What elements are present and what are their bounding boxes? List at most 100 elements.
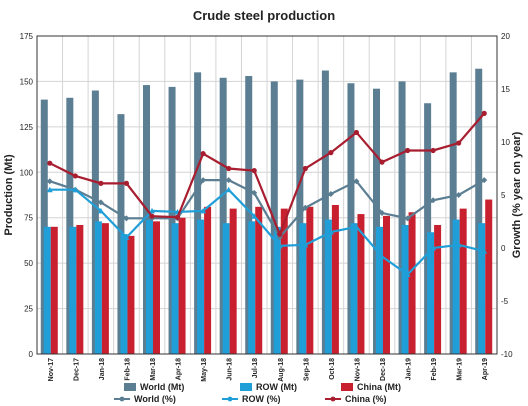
bar-china: [459, 208, 467, 354]
y-axis-title: Production (Mt): [3, 154, 15, 236]
point-row-pct: [276, 242, 283, 249]
bar-world: [424, 103, 432, 354]
point-china-pct: [123, 180, 130, 186]
bar-row: [120, 234, 128, 354]
y2-tick-label: 0: [501, 244, 506, 253]
bar-row: [299, 223, 307, 354]
point-world-pct: [481, 177, 488, 184]
bar-row: [171, 223, 179, 354]
bar-world: [194, 72, 202, 354]
bar-china: [434, 224, 442, 354]
x-tick-label: Jun-18: [227, 358, 234, 381]
bar-china: [280, 208, 288, 354]
bar-row: [43, 226, 51, 354]
point-china-pct: [174, 214, 181, 220]
bar-china: [178, 217, 186, 354]
lines-layer: [46, 110, 488, 277]
bar-china: [153, 221, 160, 354]
legend-swatch: [341, 383, 353, 391]
bar-row: [324, 219, 332, 354]
bar-world: [373, 88, 380, 354]
point-china-pct: [353, 129, 360, 136]
bar-world: [347, 83, 355, 354]
point-world-pct: [97, 199, 104, 206]
axes-layer: 0 25 50 75 100 125 150 175 -10 -5 0 5 10 15 20 Nov-17 De…: [20, 32, 513, 382]
line-china: [49, 112, 486, 238]
x-tick-label: Nov-17: [48, 358, 55, 381]
x-tick-label: Nov-18: [354, 358, 361, 381]
x-tick-label: Mar-18: [150, 358, 157, 381]
point-world-pct: [353, 178, 360, 185]
point-world-pct: [123, 215, 130, 222]
x-tick-label: Feb-19: [431, 358, 438, 381]
bar-china: [383, 215, 390, 354]
point-china-pct: [98, 180, 104, 186]
point-row-pct: [404, 271, 411, 277]
legend-marker: [119, 396, 125, 402]
bar-china: [306, 206, 314, 354]
x-tick-label: Jul-18: [252, 358, 259, 378]
bar-china: [255, 206, 263, 354]
x-tick-label: Aug-18: [278, 358, 285, 382]
point-row-pct: [455, 241, 462, 248]
point-row-pct: [353, 223, 360, 230]
legend-label: China (%): [345, 394, 387, 404]
bar-china: [50, 226, 58, 354]
plot-border: [36, 35, 498, 355]
bar-world: [219, 77, 227, 355]
y2-tick-label: 5: [501, 191, 506, 200]
bar-row: [146, 219, 153, 354]
point-china-pct: [481, 110, 487, 116]
point-china-pct: [251, 168, 257, 174]
bar-row: [427, 232, 435, 354]
legend: World (Mt) ROW (Mt) China (Mt) World (%) ROW…: [114, 382, 401, 404]
y-tick-label: 75: [24, 214, 33, 223]
bar-row: [452, 219, 460, 354]
y-tick-label: 150: [20, 77, 34, 86]
y-tick-label: 100: [20, 168, 34, 177]
bar-world: [168, 86, 176, 354]
y-tick-label: 50: [24, 259, 33, 268]
bar-row: [273, 226, 281, 354]
point-row-pct: [46, 186, 53, 193]
point-world-pct: [379, 210, 385, 217]
line-row: [49, 188, 485, 276]
bar-world: [321, 70, 329, 355]
point-china-pct: [302, 165, 308, 172]
point-world-pct: [302, 204, 309, 211]
y-tick-label: 0: [29, 350, 34, 359]
point-china-pct: [430, 147, 436, 154]
bar-row: [401, 224, 409, 354]
bar-world: [40, 99, 48, 354]
line-world: [49, 179, 485, 240]
x-tick-label: Feb-18: [124, 358, 131, 381]
y2-tick-label: -5: [501, 297, 509, 306]
bar-world: [296, 79, 304, 355]
bar-row: [478, 223, 486, 354]
point-china-pct: [277, 231, 283, 237]
y2-axis-title: Growth (% year on year): [511, 131, 523, 258]
point-row-pct: [72, 186, 79, 193]
point-row-pct: [481, 248, 488, 254]
x-tick-label: Oct-18: [329, 358, 336, 380]
point-row-pct: [379, 253, 385, 259]
point-row-pct: [149, 207, 155, 214]
point-row-pct: [123, 234, 130, 240]
bar-world: [475, 68, 483, 355]
point-row-pct: [430, 245, 437, 251]
point-china-pct: [404, 147, 411, 154]
point-row-pct: [200, 207, 207, 214]
y2-tick-label: 20: [501, 32, 510, 41]
point-china-pct: [200, 151, 206, 157]
bar-china: [331, 204, 339, 354]
bar-china: [229, 208, 237, 354]
bar-china: [408, 212, 416, 354]
point-row-pct: [327, 229, 334, 235]
point-world-pct: [404, 215, 411, 222]
point-row-pct: [251, 213, 258, 219]
legend-swatch: [124, 383, 136, 391]
point-china-pct: [456, 140, 462, 146]
legend-swatch: [240, 383, 252, 391]
point-china-pct: [72, 173, 78, 179]
